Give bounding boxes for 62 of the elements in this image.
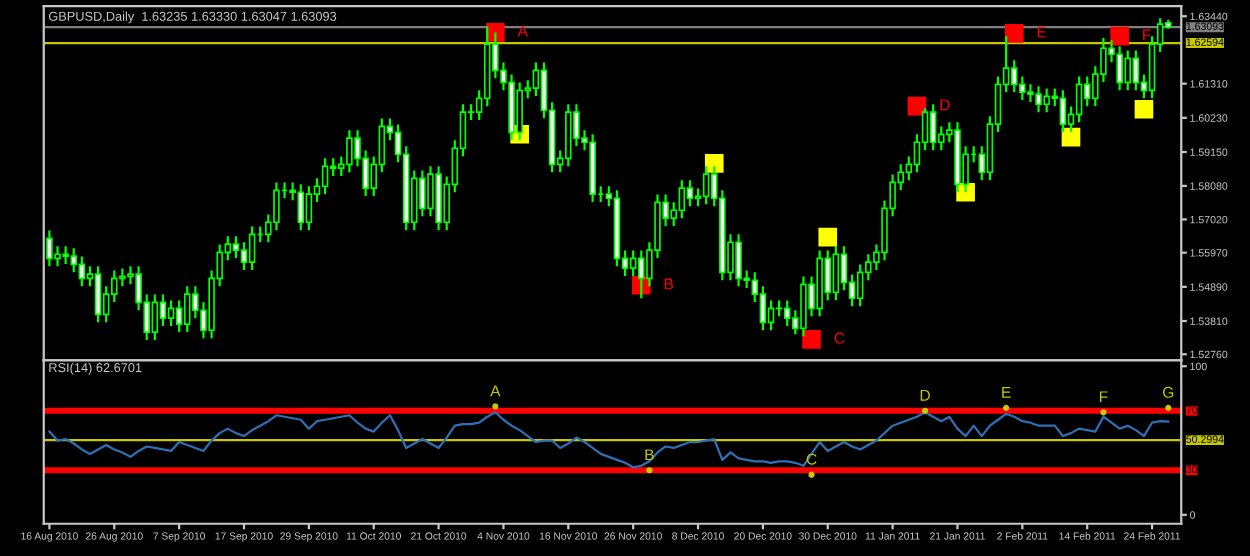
candlestick	[702, 165, 710, 206]
point	[921, 407, 929, 414]
candlestick	[78, 255, 86, 288]
point	[1110, 26, 1129, 46]
candlestick	[824, 249, 832, 302]
candlestick	[175, 299, 183, 334]
candlestick	[1043, 87, 1050, 114]
candlestick	[419, 169, 426, 218]
candlestick	[167, 299, 175, 328]
candlestick	[240, 241, 248, 272]
candlestick	[94, 265, 102, 324]
candlestick	[565, 103, 572, 168]
candlestick	[1010, 59, 1018, 94]
candlestick	[159, 293, 167, 328]
candlestick	[232, 235, 240, 260]
candlestick	[686, 179, 694, 208]
point	[646, 467, 653, 474]
candlestick	[840, 245, 848, 292]
candlestick	[346, 129, 353, 174]
candlestick	[678, 179, 686, 220]
candlestick	[735, 233, 742, 288]
candlestick	[929, 103, 937, 152]
candlestick	[321, 157, 329, 196]
candlestick	[767, 299, 775, 332]
candlestick	[119, 267, 126, 288]
candlestick	[1027, 83, 1034, 104]
candlestick	[832, 245, 840, 302]
candlestick	[54, 245, 61, 268]
candlestick	[70, 247, 78, 274]
candlestick	[46, 229, 53, 268]
candlestick	[297, 183, 305, 232]
candlestick	[1019, 75, 1026, 102]
point	[704, 154, 724, 173]
candlestick	[629, 249, 637, 278]
point	[1100, 409, 1107, 416]
point	[1004, 24, 1024, 43]
candlestick	[759, 285, 767, 332]
candlestick	[1035, 85, 1042, 114]
candlestick	[1075, 75, 1083, 124]
point	[492, 403, 499, 410]
point	[1165, 404, 1172, 411]
candlestick	[1124, 49, 1132, 92]
point	[1003, 404, 1010, 411]
point	[808, 471, 815, 478]
candlestick	[273, 181, 280, 232]
candlestick	[638, 249, 645, 300]
candlestick	[1132, 49, 1140, 92]
candlestick	[427, 165, 434, 218]
candlestick	[516, 81, 523, 142]
candlestick	[1059, 89, 1067, 134]
candlestick	[183, 285, 191, 334]
candlestick	[856, 263, 864, 308]
point	[802, 330, 821, 349]
candlestick	[248, 225, 256, 272]
point	[1134, 99, 1154, 119]
candlestick	[1083, 75, 1091, 108]
point	[818, 227, 838, 247]
candlestick	[783, 299, 791, 328]
candlestick	[151, 293, 159, 342]
candlestick	[1116, 45, 1123, 92]
candlestick	[305, 185, 313, 232]
candlestick	[800, 275, 807, 338]
